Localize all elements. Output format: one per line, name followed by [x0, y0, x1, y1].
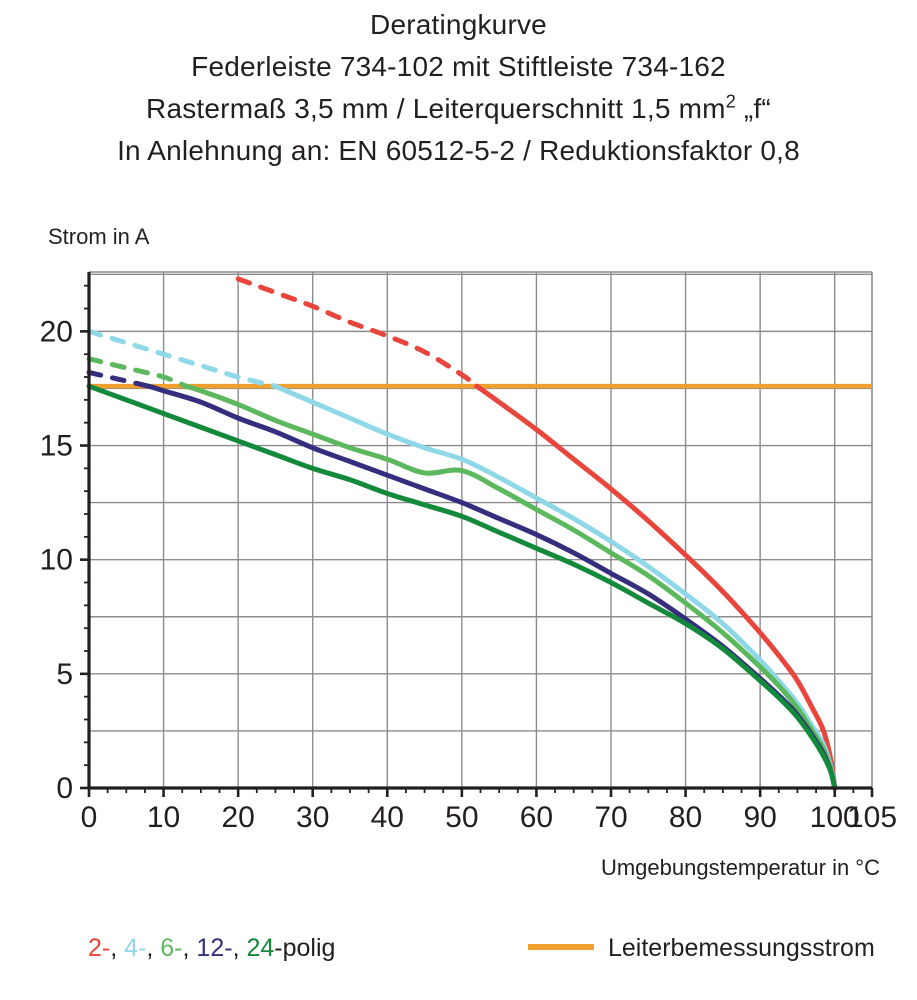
legend-pole-part-1: , [110, 934, 125, 962]
x-axis-tick-label: 30 [296, 801, 329, 834]
legend-pole-part-4: 6- [160, 934, 183, 962]
legend-pole-part-8: 24 [246, 934, 275, 962]
x-axis-tick-label: 90 [743, 801, 776, 834]
legend-poles: 2-, 4-, 6-, 12-, 24-polig [88, 934, 335, 963]
series-line-dashed [235, 276, 480, 389]
title-line-3-suffix: „f“ [735, 93, 771, 124]
y-axis-title: Strom in A [48, 224, 150, 249]
legend-pole-part-7: , [232, 934, 247, 962]
title-line-3-superscript: 2 [725, 91, 736, 112]
legend-pole-part-9: -polig [274, 934, 336, 962]
title-line-2: Federleiste 734-102 mit Stiftleiste 734-… [191, 51, 726, 82]
y-axis-tick-label: 0 [56, 772, 73, 805]
title-line-3: Rastermaß 3,5 mm / Leiterquerschnitt 1,5… [0, 88, 917, 130]
x-axis-tick-label: 80 [669, 801, 702, 834]
axis-layer [80, 272, 874, 797]
series-line-solid [474, 383, 838, 791]
legend-rated-current: Leiterbemessungsstrom [528, 934, 875, 963]
legend-pole-part-6: 12- [196, 934, 233, 962]
chart-legend: 2-, 4-, 6-, 12-, 24-polig Leiterbemessun… [0, 934, 917, 984]
x-axis-tick-label: 60 [520, 801, 553, 834]
x-axis-tick-label: 0 [81, 801, 98, 834]
series-line-solid [183, 383, 838, 791]
y-axis-tick-label: 10 [40, 544, 73, 577]
series-line-dashed [86, 356, 189, 389]
x-axis-tick-label: 100 [810, 801, 860, 834]
series-layer [86, 276, 872, 791]
x-axis-tick-label: 20 [221, 801, 254, 834]
y-axis-tick-label: 15 [40, 430, 73, 463]
y-axis-tick-label: 5 [56, 658, 73, 691]
x-axis-tick-label: 50 [445, 801, 478, 834]
x-axis-tick-label: 105 [847, 801, 897, 834]
legend-pole-part-2: 4- [124, 934, 147, 962]
legend-pole-part-0: 2- [88, 934, 111, 962]
title-line-1: Deratingkurve [370, 9, 547, 40]
chart-title-block: Deratingkurve Federleiste 734-102 mit St… [0, 4, 917, 172]
x-axis-tick-label: 10 [147, 801, 180, 834]
legend-rated-current-label: Leiterbemessungsstrom [608, 934, 875, 962]
rated-current-swatch-icon [528, 944, 594, 951]
series-line-dashed [86, 328, 278, 389]
grid-layer [89, 271, 873, 788]
title-line-4: In Anlehnung an: EN 60512-5-2 / Reduktio… [117, 135, 800, 166]
title-line-3-main: Rastermaß 3,5 mm / Leiterquerschnitt 1,5… [146, 93, 726, 124]
x-axis-tick-label: 40 [371, 801, 404, 834]
x-axis-tick-label: 70 [594, 801, 627, 834]
series-line-dashed [86, 369, 152, 389]
y-axis-tick-label: 20 [40, 315, 73, 348]
legend-pole-part-5: , [182, 934, 197, 962]
series-line-solid [86, 383, 838, 791]
x-axis-title: Umgebungstemperatur in °C [600, 855, 880, 880]
legend-pole-part-3: , [146, 934, 161, 962]
